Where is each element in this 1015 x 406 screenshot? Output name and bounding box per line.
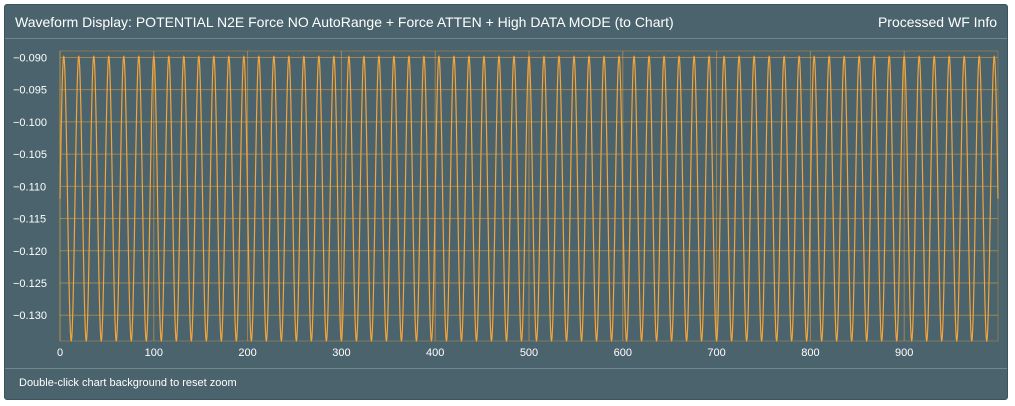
processed-wf-info-link[interactable]: Processed WF Info xyxy=(877,14,997,30)
reset-zoom-hint: Double-click chart background to reset z… xyxy=(19,377,237,389)
y-tick-label: −0.130 xyxy=(13,310,47,322)
x-tick-label: 100 xyxy=(145,347,163,359)
y-tick-label: −0.125 xyxy=(13,278,47,290)
y-tick-label: −0.090 xyxy=(13,52,47,64)
x-tick-label: 600 xyxy=(614,347,632,359)
axis-labels: −0.090 −0.095 −0.100 −0.105 −0.110 −0.115 −0.1… xyxy=(13,52,913,359)
y-tick-label: −0.105 xyxy=(13,149,47,161)
x-tick-label: 700 xyxy=(707,347,725,359)
x-tick-label: 500 xyxy=(520,347,538,359)
panel-header: Waveform Display: POTENTIAL N2E Force NO… xyxy=(5,5,1007,39)
x-tick-label: 800 xyxy=(801,347,819,359)
x-tick-label: 200 xyxy=(238,347,256,359)
waveform-chart[interactable]: −0.090 −0.095 −0.100 −0.105 −0.110 −0.115 −0.1… xyxy=(5,39,1009,359)
waveform-trace xyxy=(59,55,999,342)
x-tick-label: 400 xyxy=(426,347,444,359)
y-tick-label: −0.110 xyxy=(13,181,46,193)
y-tick-label: −0.095 xyxy=(13,85,47,97)
x-tick-label: 0 xyxy=(57,347,63,359)
waveform-panel: Waveform Display: POTENTIAL N2E Force NO… xyxy=(4,4,1008,400)
waveform-chart-svg[interactable]: −0.090 −0.095 −0.100 −0.105 −0.110 −0.115 −0.1… xyxy=(5,39,1009,359)
y-tick-label: −0.115 xyxy=(13,214,46,226)
x-tick-label: 300 xyxy=(332,347,350,359)
x-tick-label: 900 xyxy=(895,347,913,359)
panel-footer: Double-click chart background to reset z… xyxy=(5,368,1007,400)
y-tick-label: −0.120 xyxy=(13,246,47,258)
panel-title: Waveform Display: POTENTIAL N2E Force NO… xyxy=(15,14,674,30)
y-tick-label: −0.100 xyxy=(13,117,47,129)
trace-layer xyxy=(59,55,999,342)
